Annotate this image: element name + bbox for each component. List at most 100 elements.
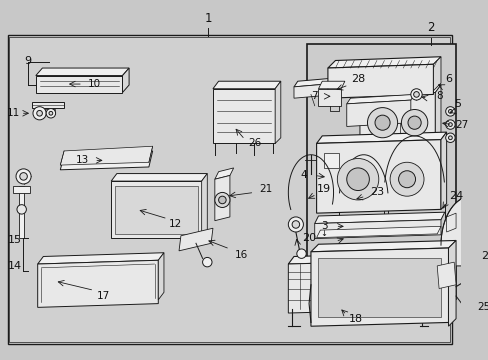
Text: 6: 6 xyxy=(444,75,451,84)
Polygon shape xyxy=(440,132,446,210)
Circle shape xyxy=(445,120,454,129)
Text: 26: 26 xyxy=(247,138,261,148)
Text: 9: 9 xyxy=(25,55,32,66)
Polygon shape xyxy=(60,146,152,165)
Polygon shape xyxy=(111,181,201,238)
Text: 7: 7 xyxy=(311,91,317,101)
Text: 16: 16 xyxy=(234,249,247,260)
Circle shape xyxy=(407,116,420,129)
Polygon shape xyxy=(316,140,440,213)
Text: 21: 21 xyxy=(259,184,272,194)
Polygon shape xyxy=(314,220,440,239)
Circle shape xyxy=(389,162,423,196)
Circle shape xyxy=(447,123,451,126)
Polygon shape xyxy=(346,94,414,104)
Polygon shape xyxy=(288,260,423,313)
Text: 18: 18 xyxy=(348,314,363,324)
Text: 12: 12 xyxy=(168,219,182,229)
Bar xyxy=(13,186,30,193)
Circle shape xyxy=(366,108,397,138)
Circle shape xyxy=(46,109,56,118)
Bar xyxy=(306,45,455,299)
Polygon shape xyxy=(212,81,280,89)
Polygon shape xyxy=(359,85,440,96)
Circle shape xyxy=(413,91,418,97)
Text: 17: 17 xyxy=(97,291,110,301)
Polygon shape xyxy=(214,175,229,221)
Text: 25: 25 xyxy=(477,302,488,312)
Polygon shape xyxy=(324,153,339,168)
Polygon shape xyxy=(122,68,129,93)
Circle shape xyxy=(296,249,305,258)
Polygon shape xyxy=(38,260,158,307)
Circle shape xyxy=(445,133,454,143)
Polygon shape xyxy=(316,132,446,143)
Polygon shape xyxy=(201,174,207,238)
Text: 13: 13 xyxy=(76,156,89,165)
Polygon shape xyxy=(359,93,434,155)
Text: 2: 2 xyxy=(426,21,433,34)
Polygon shape xyxy=(436,262,455,288)
Polygon shape xyxy=(293,77,341,87)
Polygon shape xyxy=(115,186,198,234)
Circle shape xyxy=(445,107,454,116)
Circle shape xyxy=(49,111,53,115)
Text: 11: 11 xyxy=(6,108,20,118)
Polygon shape xyxy=(214,168,233,179)
Polygon shape xyxy=(179,228,212,251)
Polygon shape xyxy=(327,64,432,98)
Circle shape xyxy=(16,169,31,184)
Text: 5: 5 xyxy=(453,99,461,109)
Polygon shape xyxy=(32,102,64,108)
Text: 27: 27 xyxy=(454,120,468,130)
Circle shape xyxy=(291,221,299,228)
Text: 8: 8 xyxy=(435,91,442,101)
Circle shape xyxy=(20,173,27,180)
Circle shape xyxy=(410,89,421,100)
Bar xyxy=(19,186,24,238)
Circle shape xyxy=(401,109,427,136)
Circle shape xyxy=(374,115,389,130)
Text: 1: 1 xyxy=(204,12,212,25)
Bar xyxy=(38,109,55,114)
Polygon shape xyxy=(60,151,152,170)
Text: 20: 20 xyxy=(302,233,315,243)
Polygon shape xyxy=(434,85,440,149)
Text: 28: 28 xyxy=(350,75,365,84)
Polygon shape xyxy=(327,57,440,68)
Polygon shape xyxy=(275,81,280,143)
Circle shape xyxy=(447,136,451,140)
Text: 4: 4 xyxy=(300,170,306,180)
Circle shape xyxy=(337,158,378,200)
Text: 15: 15 xyxy=(8,235,22,246)
Polygon shape xyxy=(318,81,344,89)
Polygon shape xyxy=(432,57,440,91)
Polygon shape xyxy=(111,174,207,181)
Circle shape xyxy=(471,256,481,266)
Polygon shape xyxy=(346,100,410,126)
Circle shape xyxy=(447,109,451,113)
Polygon shape xyxy=(316,226,440,238)
Polygon shape xyxy=(440,196,488,266)
Polygon shape xyxy=(36,76,122,93)
Polygon shape xyxy=(158,253,163,300)
Polygon shape xyxy=(288,253,429,264)
Text: ↓: ↓ xyxy=(320,229,327,238)
Circle shape xyxy=(37,111,42,116)
Polygon shape xyxy=(310,240,455,252)
Polygon shape xyxy=(314,212,444,224)
Circle shape xyxy=(17,205,26,214)
Circle shape xyxy=(202,257,212,267)
Polygon shape xyxy=(38,253,163,264)
Circle shape xyxy=(33,107,46,120)
Polygon shape xyxy=(310,248,447,326)
Polygon shape xyxy=(36,68,129,76)
Text: 10: 10 xyxy=(87,79,101,89)
Text: 3: 3 xyxy=(320,221,327,231)
Text: 14: 14 xyxy=(8,261,22,271)
Circle shape xyxy=(288,217,303,232)
Polygon shape xyxy=(447,240,455,326)
Circle shape xyxy=(218,196,225,204)
Polygon shape xyxy=(293,83,337,98)
Polygon shape xyxy=(318,89,341,106)
